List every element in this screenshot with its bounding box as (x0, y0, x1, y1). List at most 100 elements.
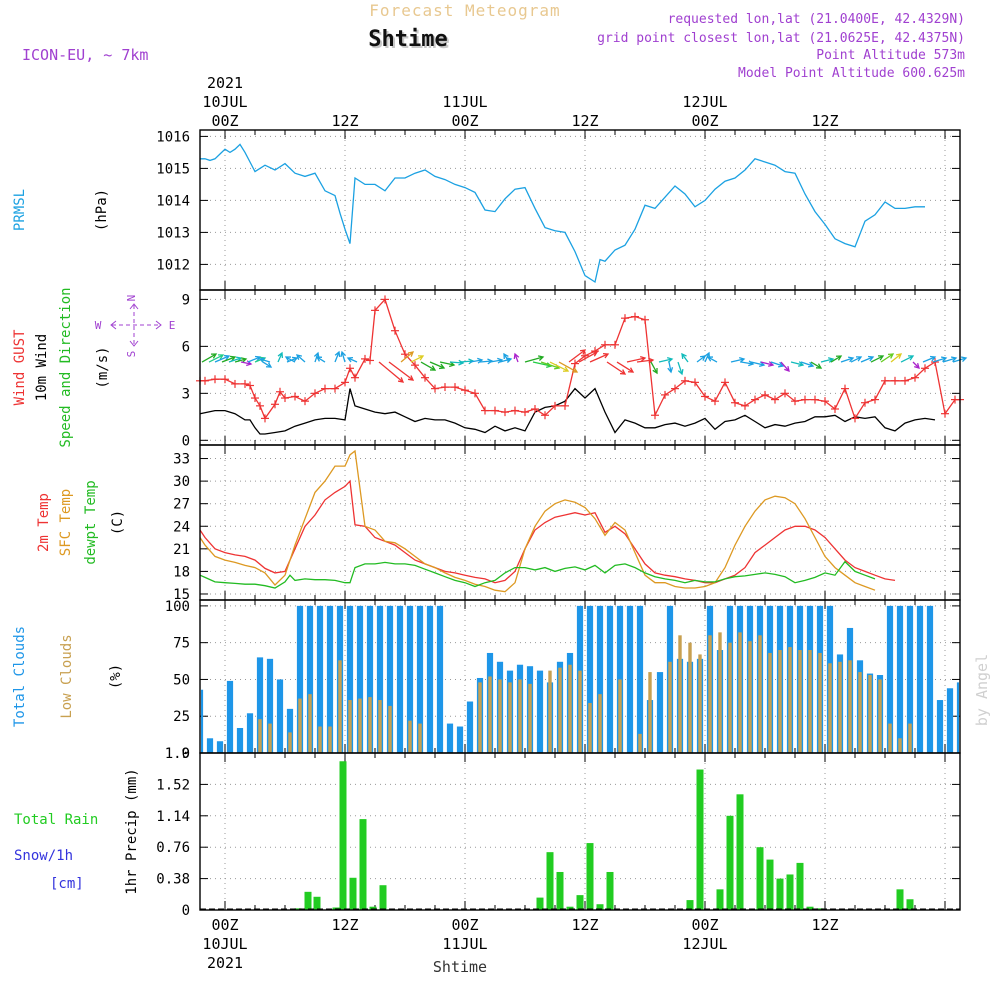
wind-arrow-head (313, 351, 320, 359)
gust-marker (256, 401, 264, 410)
wind-arrow-head (259, 356, 267, 363)
wind-arrow-shaft (277, 352, 283, 363)
wind-arrow (932, 356, 948, 363)
wind-arrow-shaft (626, 357, 646, 363)
wind-arrow-shaft (770, 361, 784, 367)
gust-marker (381, 295, 389, 304)
wind-arrow-head (619, 369, 627, 375)
info-model-altitude: Model Point Altitude 600.625m (738, 66, 965, 81)
bar-rain (766, 859, 774, 910)
ylabel-temperature-1: SFC Temp (58, 489, 74, 556)
wind-arrow-head (960, 356, 968, 363)
bar-total-clouds (956, 682, 959, 753)
wind-arrow-head (429, 365, 437, 371)
gust-marker (601, 340, 609, 349)
gust-marker (241, 379, 249, 388)
top-time-label: 10JUL (202, 93, 247, 111)
bottom-time-label: 12Z (331, 916, 358, 934)
wind-arrow-shaft (636, 359, 654, 363)
bar-low-clouds (808, 650, 812, 753)
unit-label-clouds: (%) (108, 664, 124, 689)
ylabel-wind-0: Wind GUST (12, 329, 28, 405)
bar-low-clouds (298, 698, 302, 753)
bar-low-clouds (478, 682, 482, 753)
wind-arrow-head (739, 357, 746, 363)
top-label: Forecast Meteogram (369, 1, 560, 20)
wind-arrow-head (815, 363, 823, 369)
gust-marker (211, 375, 219, 384)
y-tick-label: 0 (182, 746, 190, 762)
bar-low-clouds (598, 694, 602, 753)
gust-marker (521, 408, 529, 417)
y-tick-label: 0 (182, 433, 190, 449)
wind-arrow-head (407, 351, 415, 357)
gust-marker (321, 384, 329, 393)
wind-arrow-head (877, 355, 885, 361)
compass-south-head (129, 340, 139, 347)
gust-marker (366, 356, 374, 365)
wind-arrow-head (807, 361, 815, 368)
info-requested: requested lon,lat (21.0400E, 42.4329N) (668, 12, 965, 27)
gust-marker (351, 373, 359, 382)
bar-low-clouds (558, 667, 562, 753)
wind-arrow (346, 356, 358, 363)
gust-marker (691, 378, 699, 387)
gust-marker (411, 361, 419, 370)
wind-arrow (706, 356, 718, 363)
wind-arrow (201, 353, 218, 363)
unit-label-precip: 1hr Precip (mm) (124, 768, 140, 894)
y-tick-label: 1012 (156, 257, 190, 273)
wind-arrow-head (827, 357, 835, 363)
wind-arrow-shaft (429, 361, 445, 369)
wind-arrow-head (855, 356, 863, 362)
gust-marker (801, 395, 809, 404)
wind-arrow (284, 356, 296, 363)
wind-arrow-shaft (696, 355, 706, 363)
y-tick-label: 1014 (156, 193, 190, 209)
wind-arrow (214, 354, 231, 363)
wind-arrow (568, 349, 587, 363)
bar-rain (313, 896, 321, 910)
bar-rain (556, 871, 564, 910)
y-tick-label: 24 (173, 519, 190, 535)
gust-marker (821, 397, 829, 406)
gust-marker (401, 350, 409, 359)
bar-total-clouds (916, 605, 924, 753)
bar-total-clouds (946, 688, 954, 753)
gust-marker (781, 389, 789, 398)
wind-arrow-shaft (459, 360, 474, 363)
wind-arrow-shaft (658, 358, 673, 363)
bottom-time-label: 00Z (211, 916, 238, 934)
bar-rain (726, 815, 734, 910)
gust-marker (511, 406, 519, 415)
gust-marker (281, 394, 289, 403)
wind-arrow (313, 351, 320, 363)
wind-arrow-shaft (524, 356, 544, 363)
gust-marker (481, 406, 489, 415)
wind-arrow (578, 351, 599, 363)
wind-arrow (850, 356, 863, 363)
wind-arrow (208, 354, 225, 363)
bar-total-clouds (586, 605, 594, 753)
wind-arrow-head (407, 375, 415, 381)
wind-arrow-head (254, 355, 262, 362)
wind-arrow (860, 355, 875, 363)
ylabel-pressure-0: PRMSL (12, 189, 28, 231)
bar-rain (786, 874, 794, 910)
top-time-label: 2021 (207, 74, 243, 92)
wind-arrow-head (513, 352, 520, 360)
y-tick-label: 100 (165, 599, 190, 615)
wind-arrow-shaft (439, 361, 455, 366)
bar-low-clouds (858, 672, 862, 753)
wind-arrow (667, 361, 674, 374)
wind-arrow-shaft (341, 351, 346, 363)
gust-marker (751, 395, 759, 404)
wind-arrow-shaft (840, 357, 854, 363)
bar-low-clouds (368, 697, 372, 753)
wind-arrow-shaft (334, 351, 340, 363)
y-tick-label: 1.52 (156, 777, 190, 793)
bar-total-clouds (596, 605, 604, 753)
bar-total-clouds (456, 726, 464, 753)
gust-marker (651, 411, 659, 420)
